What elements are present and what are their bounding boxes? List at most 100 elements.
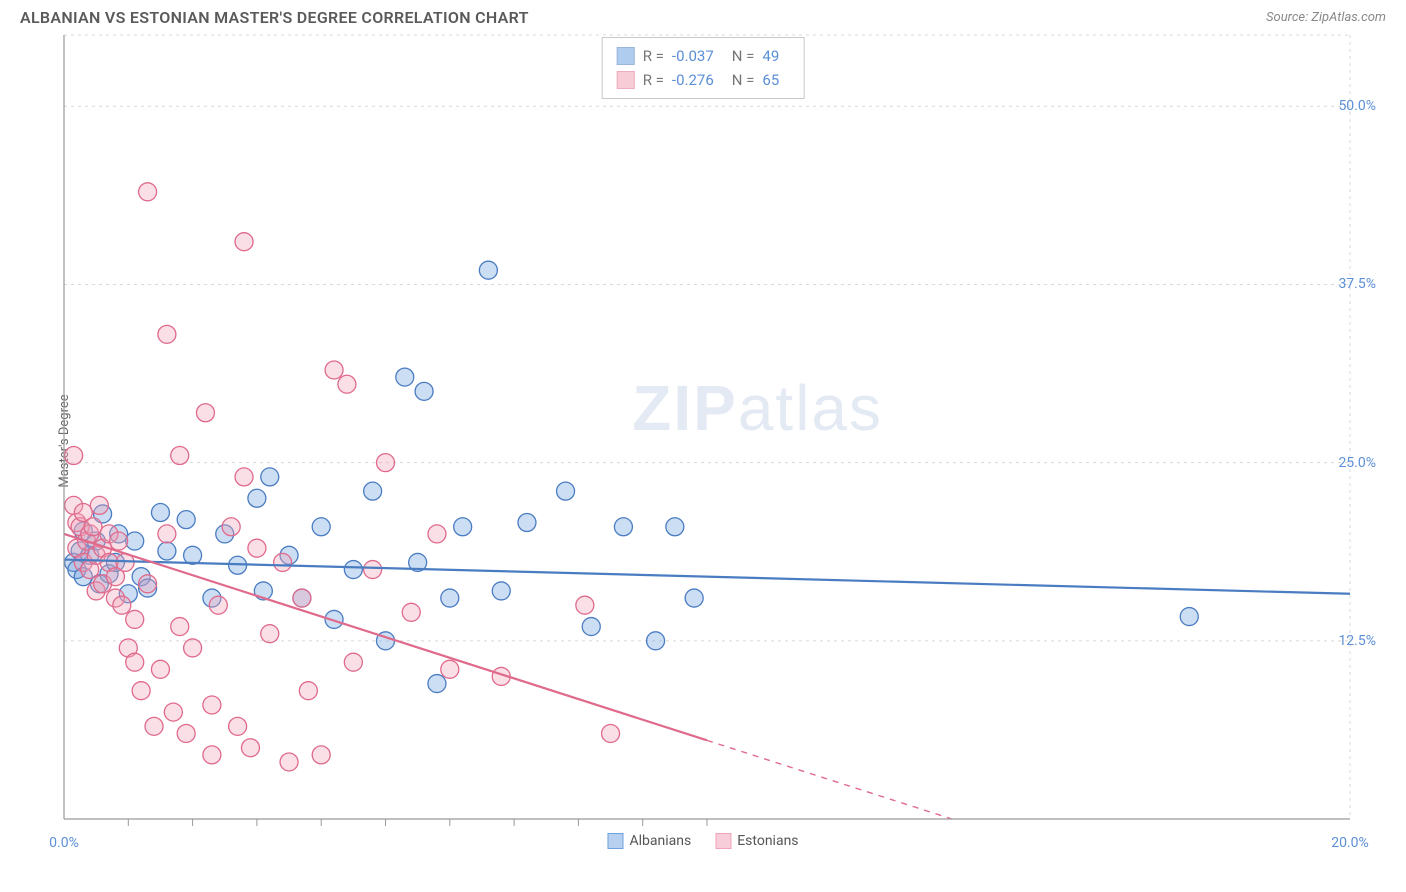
data-point: [274, 553, 292, 571]
r-value: -0.276: [672, 68, 714, 92]
data-point: [209, 596, 227, 614]
data-point: [312, 746, 330, 764]
y-tick-label: 25.0%: [1338, 455, 1376, 471]
data-point: [126, 610, 144, 628]
stats-row: R = -0.276 N = 65: [617, 68, 790, 92]
legend-label: Estonians: [737, 833, 798, 849]
y-tick-label: 50.0%: [1338, 98, 1376, 114]
data-point: [84, 518, 102, 536]
data-point: [428, 675, 446, 693]
data-point: [151, 660, 169, 678]
data-point: [685, 589, 703, 607]
data-point: [126, 653, 144, 671]
data-point: [364, 561, 382, 579]
data-point: [90, 496, 108, 514]
chart-title: ALBANIAN VS ESTONIAN MASTER'S DEGREE COR…: [20, 8, 529, 27]
r-value: -0.037: [672, 44, 714, 68]
data-point: [229, 717, 247, 735]
data-point: [293, 589, 311, 607]
data-point: [1180, 608, 1198, 626]
stats-row: R = -0.037 N = 49: [617, 44, 790, 68]
y-tick-label: 12.5%: [1338, 633, 1376, 649]
data-point: [145, 717, 163, 735]
chart-container: Master's Degree ZIPatlas R =-0.037N =49R…: [20, 31, 1386, 851]
y-tick-label: 37.5%: [1338, 276, 1376, 292]
data-point: [164, 703, 182, 721]
stats-legend-box: R = -0.037 N = 49 R = -0.276 N = 65: [602, 37, 805, 99]
data-point: [492, 582, 510, 600]
data-point: [364, 482, 382, 500]
data-point: [479, 261, 497, 279]
data-point: [338, 375, 356, 393]
data-point: [65, 447, 83, 465]
n-value: 49: [762, 44, 779, 68]
data-point: [171, 618, 189, 636]
data-point: [454, 518, 472, 536]
data-point: [582, 618, 600, 636]
data-point: [177, 724, 195, 742]
r-label: R =: [643, 44, 664, 68]
r-label: R =: [643, 68, 664, 92]
data-point: [110, 532, 128, 550]
data-point: [235, 233, 253, 251]
data-point: [171, 447, 189, 465]
data-point: [428, 525, 446, 543]
data-point: [158, 325, 176, 343]
data-point: [158, 525, 176, 543]
data-point: [177, 511, 195, 529]
data-point: [158, 542, 176, 560]
x-tick-label: 20.0%: [1331, 835, 1369, 851]
data-point: [377, 454, 395, 472]
data-point: [132, 682, 150, 700]
series-swatch: [617, 71, 635, 89]
data-point: [312, 518, 330, 536]
n-label: N =: [732, 44, 755, 68]
data-point: [139, 183, 157, 201]
scatter-chart: [20, 31, 1386, 851]
legend-item: Albanians: [607, 833, 691, 849]
data-point: [518, 514, 536, 532]
data-point: [203, 696, 221, 714]
data-point: [248, 489, 266, 507]
data-point: [344, 653, 362, 671]
data-point: [151, 504, 169, 522]
legend-swatch: [607, 833, 623, 849]
data-point: [248, 539, 266, 557]
n-value: 65: [762, 68, 779, 92]
data-point: [196, 404, 214, 422]
data-point: [402, 603, 420, 621]
data-point: [647, 632, 665, 650]
bottom-legend: Albanians Estonians: [607, 833, 798, 849]
data-point: [261, 468, 279, 486]
data-point: [666, 518, 684, 536]
data-point: [126, 532, 144, 550]
series-swatch: [617, 47, 635, 65]
data-point: [139, 575, 157, 593]
n-label: N =: [732, 68, 755, 92]
data-point: [415, 382, 433, 400]
data-point: [557, 482, 575, 500]
data-point: [241, 739, 259, 757]
legend-item: Estonians: [715, 833, 798, 849]
data-point: [576, 596, 594, 614]
x-tick-label: 0.0%: [49, 835, 79, 851]
data-point: [602, 724, 620, 742]
data-point: [325, 361, 343, 379]
data-point: [299, 682, 317, 700]
data-point: [396, 368, 414, 386]
data-point: [203, 746, 221, 764]
data-point: [344, 561, 362, 579]
data-point: [441, 589, 459, 607]
data-point: [222, 518, 240, 536]
data-point: [280, 753, 298, 771]
data-point: [113, 596, 131, 614]
data-point: [261, 625, 279, 643]
data-point: [441, 660, 459, 678]
data-point: [235, 468, 253, 486]
data-point: [184, 546, 202, 564]
chart-source: Source: ZipAtlas.com: [1266, 10, 1386, 25]
data-point: [614, 518, 632, 536]
legend-label: Albanians: [629, 833, 691, 849]
data-point: [184, 639, 202, 657]
legend-swatch: [715, 833, 731, 849]
